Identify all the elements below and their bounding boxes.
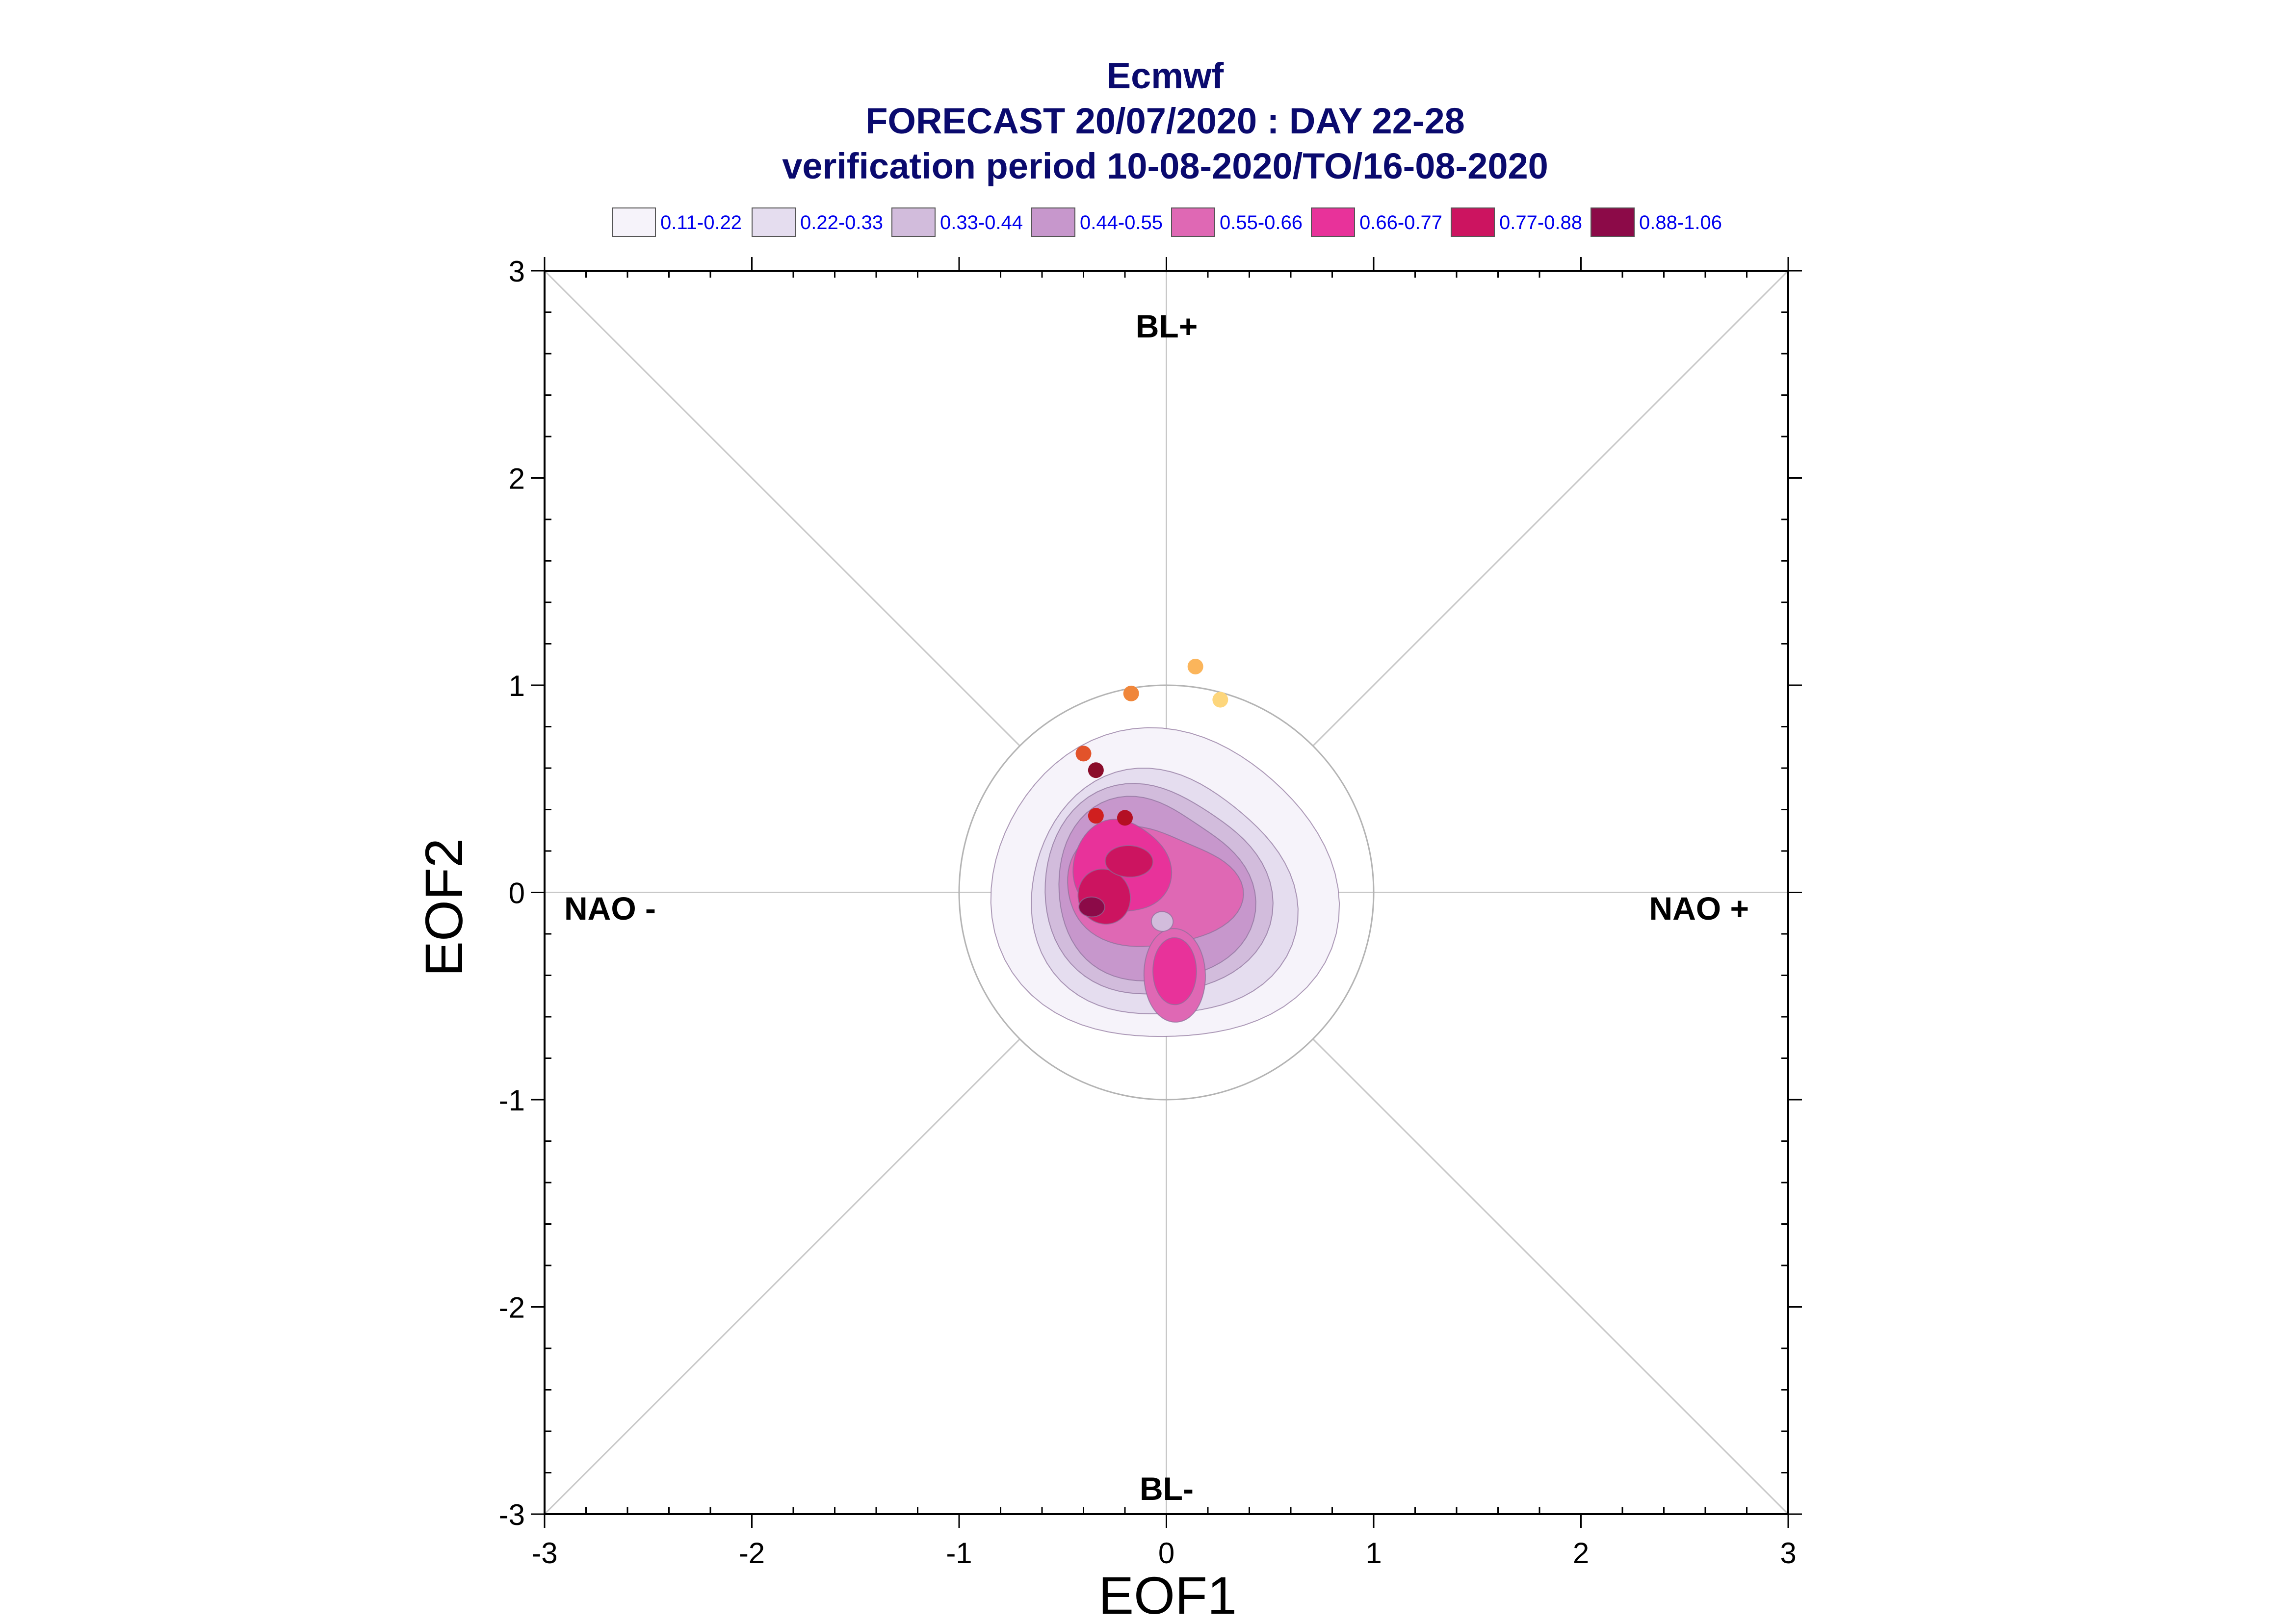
x-tick-label: 1: [1365, 1537, 1382, 1570]
y-tick-label: 1: [509, 670, 525, 702]
diagonal-line: [544, 1038, 1020, 1515]
daily-point: [1117, 810, 1133, 826]
density-contours: [990, 727, 1340, 1037]
regime-label-nao-plus: NAO +: [1649, 890, 1749, 927]
legend-swatch: [1031, 207, 1075, 237]
legend-label: 0.77-0.88: [1499, 212, 1582, 233]
legend-swatch: [1451, 207, 1495, 237]
regime-label-bl-plus: BL+: [1136, 308, 1198, 344]
legend-label: 0.88-1.06: [1639, 212, 1722, 233]
chart-title: Ecmwf: [1107, 55, 1224, 96]
regime-label-bl-minus: BL-: [1140, 1470, 1194, 1507]
x-tick-label: -1: [946, 1537, 972, 1570]
legend-label: 0.22-0.33: [800, 212, 883, 233]
diagonal-line: [544, 270, 1020, 747]
diagonal-line: [1312, 1038, 1789, 1515]
y-tick-label: -3: [499, 1498, 525, 1531]
x-axis-title: EOF1: [1098, 1566, 1237, 1624]
legend-swatch: [1591, 207, 1635, 237]
legend-label: 0.55-0.66: [1220, 212, 1303, 233]
unit-circle: [958, 684, 1375, 1101]
legend-swatch: [752, 207, 796, 237]
chart-subtitle-forecast: FORECAST 20/07/2020 : DAY 22-28: [865, 101, 1465, 141]
x-tick-label: 3: [1780, 1537, 1796, 1570]
legend: 0.11-0.22 0.22-0.33 0.33-0.44 0.44-0.55 0.55…: [612, 207, 1722, 237]
legend-label: 0.11-0.22: [660, 212, 742, 233]
legend-swatch: [1171, 207, 1215, 237]
legend-label: 0.66-0.77: [1359, 212, 1442, 233]
daily-points: [1075, 658, 1228, 826]
diagonal-line: [1312, 270, 1789, 747]
daily-point: [1088, 762, 1104, 778]
density-hole: [1150, 911, 1174, 932]
y-tick-label: 2: [509, 463, 525, 495]
x-tick-label: -3: [531, 1537, 557, 1570]
daily-point: [1123, 685, 1139, 701]
daily-point: [1212, 692, 1228, 708]
x-tick-label: 0: [1158, 1537, 1174, 1570]
density-level-8: [1078, 896, 1105, 918]
legend-swatch: [1311, 207, 1355, 237]
daily-point: [1075, 746, 1092, 762]
y-tick-label: -2: [499, 1291, 525, 1324]
y-axis-title: EOF2: [414, 838, 473, 977]
x-tick-label: 2: [1573, 1537, 1589, 1570]
legend-label: 0.33-0.44: [940, 212, 1023, 233]
y-tick-label: 0: [509, 877, 525, 910]
legend-swatch: [612, 207, 656, 237]
y-tick-label: 3: [509, 255, 525, 288]
plot-area: -3 -2 -1 0 1 2 3 3 2 1 0 -1 -2 -3: [499, 255, 1802, 1570]
axis-ticks: -3 -2 -1 0 1 2 3 3 2 1 0 -1 -2 -3: [499, 255, 1802, 1570]
density-level-6-lobe: [1152, 937, 1197, 1005]
density-level-7-upper: [1104, 845, 1154, 878]
y-tick-label: -1: [499, 1084, 525, 1117]
daily-point: [1187, 658, 1203, 674]
chart-subtitle-verification: verification period 10-08-2020/TO/16-08-…: [782, 146, 1548, 186]
legend-swatch: [891, 207, 936, 237]
legend-label: 0.44-0.55: [1080, 212, 1163, 233]
regime-label-nao-minus: NAO -: [564, 890, 656, 927]
daily-point: [1088, 808, 1104, 824]
x-tick-label: -2: [739, 1537, 765, 1570]
